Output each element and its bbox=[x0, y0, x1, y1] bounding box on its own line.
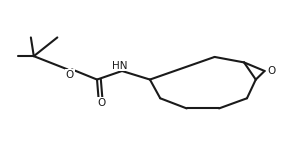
Text: O: O bbox=[97, 98, 106, 108]
Text: HN: HN bbox=[112, 61, 128, 71]
Text: O: O bbox=[267, 66, 275, 76]
Text: O: O bbox=[66, 70, 74, 80]
